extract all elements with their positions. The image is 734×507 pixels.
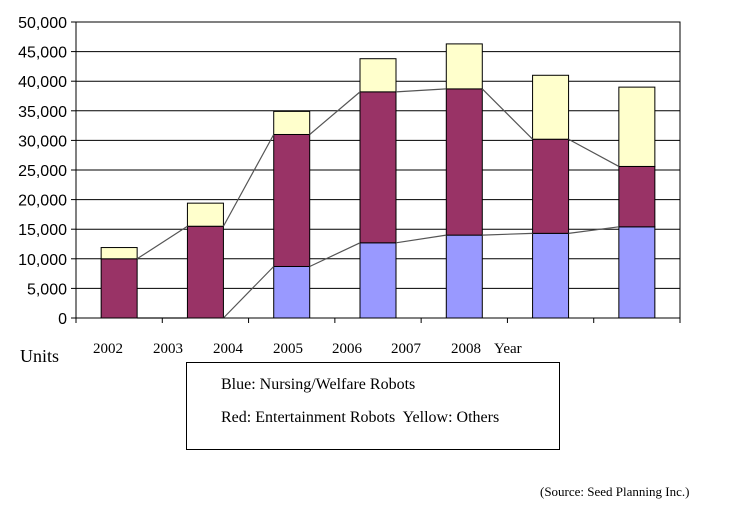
bar-segment (445, 234, 483, 319)
y-tick-label: 45,000 (18, 45, 67, 62)
y-tick-label: 10,000 (18, 252, 67, 269)
series-connector-line (568, 138, 620, 167)
bar-segment (100, 258, 138, 319)
bar-segment (273, 265, 311, 319)
series-connector-line (309, 91, 361, 135)
y-tick-label: 15,000 (18, 222, 67, 239)
y-tick-label: 30,000 (18, 133, 67, 150)
bar-segment (359, 58, 397, 93)
y-unit-label: Units (20, 346, 59, 366)
bar-segment (100, 247, 138, 260)
x-tick-label: 2006 (332, 341, 363, 357)
bar-segment (445, 43, 483, 90)
y-tick-label: 50,000 (18, 15, 67, 32)
series-connector-line (136, 225, 188, 260)
series-connector-line (395, 88, 447, 93)
y-tick-label: 20,000 (18, 193, 67, 210)
x-tick-label: 2002 (93, 341, 123, 357)
y-tick-label: 40,000 (18, 74, 67, 91)
bar-segment (273, 110, 311, 135)
x-tick-label: 2005 (273, 341, 303, 357)
bar-segment (618, 226, 656, 319)
bar-segment (618, 86, 656, 167)
legend-entry-nursing: Blue: Nursing/Welfare Robots (221, 376, 416, 393)
x-tick-label: 2003 (153, 341, 183, 357)
bar-segment (273, 133, 311, 267)
x-tick-label: 2007 (391, 341, 422, 357)
bar-segment (359, 91, 397, 244)
y-axis-ticks: 0 5,000 10,000 15,000 20,000 25,000 30,000 35,0… (18, 15, 681, 328)
y-tick-label: 25,000 (18, 163, 67, 180)
x-tick-label: 2004 (213, 341, 244, 357)
y-tick-label: 35,000 (18, 104, 67, 121)
bar-segment (359, 242, 397, 319)
series-connector-line (568, 226, 619, 234)
series-connector-line (481, 88, 533, 140)
bar-segment (186, 225, 224, 319)
y-tick-label: 5,000 (27, 281, 67, 298)
bar-segment (186, 202, 224, 227)
bar-segment (445, 88, 483, 236)
series-connector-line (482, 232, 533, 236)
series-connector-line (222, 266, 275, 319)
x-tick-label: 2008 (451, 341, 481, 357)
bar-segment (618, 165, 656, 228)
source-note: (Source: Seed Planning Inc.) (540, 484, 690, 499)
x-axis-suffix: Year (494, 341, 522, 357)
y-tick-label: 0 (58, 311, 67, 328)
bars (100, 43, 656, 319)
bar-segment (532, 138, 570, 234)
legend-entry-entertainment-others: Red: Entertainment Robots Yellow: Others (221, 409, 500, 426)
series-connector-line (309, 242, 361, 268)
bar-segment (532, 232, 570, 319)
series-connector-line (395, 234, 447, 244)
series-connector-line (222, 134, 275, 227)
x-axis-ticks: 2002 2003 2004 2005 2006 2007 2008 (93, 341, 481, 357)
bar-segment (532, 74, 570, 140)
legend: Blue: Nursing/Welfare Robots Red: Entert… (186, 362, 560, 450)
